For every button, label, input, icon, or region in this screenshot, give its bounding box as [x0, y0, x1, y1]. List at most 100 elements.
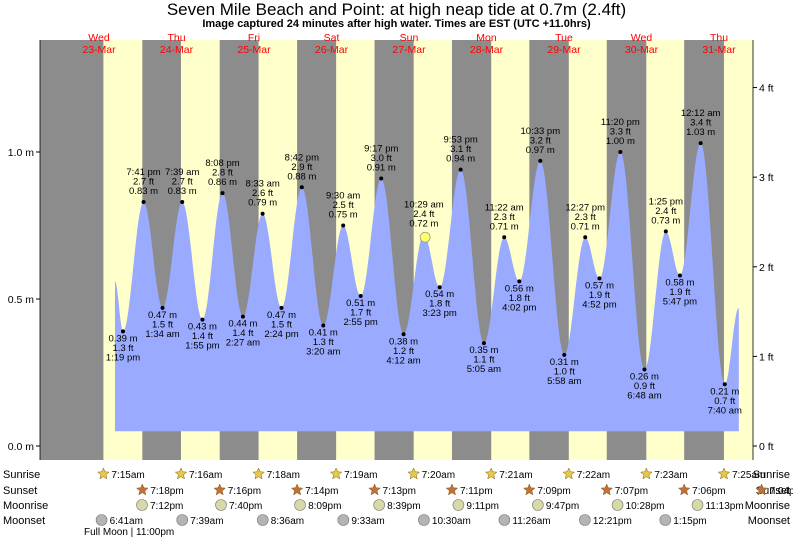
tide-point: 10:33 pm3.2 ft0.97 m: [521, 126, 561, 163]
sunset-row-label-left: Sunset: [3, 485, 37, 497]
tide-point: 0.51 m1.7 ft2:55 pm: [344, 294, 378, 328]
tide-point-dot: [597, 276, 602, 281]
tide-height-ft-label: 1.5 ft: [152, 319, 173, 330]
tide-height-m-label: 0.71 m: [490, 221, 519, 232]
sunrise-item: 7:22am: [562, 467, 610, 481]
tide-height-ft-label: 1.9 ft: [589, 290, 610, 301]
moonset-item: 10:30am: [418, 514, 471, 527]
tide-point: 7:39 am2.7 ft0.83 m: [165, 167, 199, 204]
moonrise-time-label: 7:40pm: [229, 501, 262, 512]
moonset-item: 11:26am: [498, 514, 551, 527]
tide-point-dot: [437, 285, 442, 290]
tide-point: 12:12 am3.4 ft1.03 m: [681, 108, 721, 146]
moonrise-icon: [691, 499, 704, 511]
tide-point-dot: [220, 191, 225, 196]
moon-phase-label: Full Moon | 11:00pm: [84, 527, 174, 538]
moonrise-item: 10:28pm: [611, 499, 664, 512]
tide-point: 9:17 pm3.0 ft0.91 m: [364, 143, 398, 181]
tide-time-label: 10:29 am: [404, 199, 444, 210]
tide-point-dot: [481, 341, 486, 346]
tide-time-label: 10:33 pm: [521, 126, 561, 137]
tide-height-m-label: 0.83 m: [129, 186, 158, 197]
tide-point: 0.39 m1.3 ft1:19 pm: [106, 329, 140, 363]
tide-height-m-label: 0.51 m: [346, 298, 375, 309]
tide-height-m-label: 0.94 m: [446, 154, 475, 165]
tide-height-m-label: 0.73 m: [651, 215, 680, 226]
sunrise-item: 7:15am: [97, 467, 145, 481]
tide-time-label: 1:55 pm: [185, 341, 219, 352]
sunrise-item: 7:20am: [407, 467, 455, 481]
y-right-tick-label: 3 ft: [759, 172, 774, 184]
sunrise-time-label: 7:20am: [422, 470, 455, 481]
y-left-tick-label: 1.0 m: [8, 147, 35, 159]
tide-height-m-label: 0.43 m: [188, 322, 217, 333]
moonrise-item: 7:40pm: [215, 499, 262, 512]
tide-height-ft-label: 1.1 ft: [473, 355, 494, 366]
tide-height-m-label: 0.97 m: [526, 145, 555, 156]
moonrise-time-label: 9:47pm: [546, 501, 579, 512]
chart-title: Seven Mile Beach and Point: at high neap…: [166, 0, 627, 19]
sunset-icon: [522, 483, 536, 496]
tide-point: 0.47 m1.5 ft1:34 am: [145, 305, 180, 340]
date-label: 23-Mar: [82, 44, 116, 56]
tide-height-m-label: 1.00 m: [606, 136, 635, 147]
tide-point-dot: [358, 294, 363, 299]
tide-point-dot: [722, 382, 727, 387]
tide-point: 0.38 m1.2 ft4:12 am: [386, 332, 421, 366]
moonset-time-label: 11:26am: [512, 516, 550, 527]
tide-height-ft-label: 1.9 ft: [669, 287, 690, 298]
sunset-item: 7:11pm: [445, 483, 493, 497]
tide-height-ft-label: 1.2 ft: [393, 346, 414, 357]
moonset-row-label-right: Moonset: [748, 515, 790, 527]
chart-subtitle: Image captured 24 minutes after high wat…: [202, 18, 591, 30]
tide-point-dot: [642, 367, 647, 372]
sunset-time-label: 7:09pm: [537, 486, 570, 497]
tide-time-label: 7:40 am: [708, 405, 742, 416]
tide-point: 1:25 pm2.4 ft0.73 m: [649, 196, 683, 234]
tide-time-label: 7:39 am: [165, 167, 199, 178]
tide-point: 11:20 pm3.3 ft1.00 m: [601, 117, 640, 154]
moonrise-item: 9:11pm: [452, 499, 499, 512]
tide-height-ft-label: 2.3 ft: [575, 212, 596, 223]
tide-height-ft-label: 0.9 ft: [634, 381, 655, 392]
sunset-time-label: 7:04pm: [770, 486, 793, 497]
sunset-item: 7:18pm: [135, 483, 184, 497]
sunset-item: 7:06pm: [677, 483, 726, 497]
tide-height-m-label: 0.86 m: [208, 177, 237, 188]
moonset-time-label: 7:39am: [190, 516, 223, 527]
sunset-item: 7:07pm: [600, 483, 648, 497]
tide-height-m-label: 0.72 m: [409, 218, 438, 229]
tide-time-label: 1:25 pm: [649, 196, 683, 207]
moonrise-icon: [373, 499, 385, 511]
moonset-item: 8:36am: [256, 514, 304, 527]
sunrise-icon: [407, 467, 421, 480]
tide-height-m-label: 0.21 m: [710, 386, 739, 397]
sunrise-row-label-left: Sunrise: [3, 469, 40, 481]
tide-time-label: 5:05 am: [467, 364, 501, 375]
moonset-item: 1:15pm: [659, 514, 707, 527]
tide-time-label: 2:24 pm: [264, 329, 298, 340]
tide-height-m-label: 0.54 m: [425, 289, 454, 300]
moonrise-item: 11:13pm: [691, 499, 744, 512]
tide-time-label: 11:22 am: [485, 202, 524, 213]
date-label: 26-Mar: [315, 44, 349, 56]
tide-point-dot: [618, 150, 623, 154]
tide-point: 0.43 m1.4 ft1:55 pm: [185, 317, 220, 352]
tide-height-m-label: 0.44 m: [228, 319, 257, 330]
sunset-time-label: 7:18pm: [150, 486, 183, 497]
tide-height-ft-label: 1.3 ft: [112, 343, 133, 354]
tide-height-m-label: 0.31 m: [550, 357, 579, 368]
sunrise-icon: [562, 467, 576, 480]
tide-point: 7:41 pm2.7 ft0.83 m: [126, 167, 161, 204]
tide-time-label: 1:34 am: [145, 329, 179, 340]
tide-time-label: 1:19 pm: [106, 352, 140, 363]
sunrise-time-label: 7:23am: [654, 470, 687, 481]
tide-point-dot: [160, 305, 165, 310]
tide-point: 0.54 m1.8 ft3:23 pm: [423, 285, 457, 319]
tide-point: 8:33 am2.6 ft0.79 m: [245, 179, 280, 216]
tide-height-m-label: 0.79 m: [248, 198, 277, 209]
current-tide-marker: [419, 231, 431, 243]
moonrise-item: 7:12pm: [136, 499, 183, 512]
date-label: 29-Mar: [547, 44, 581, 56]
tide-height-ft-label: 1.0 ft: [554, 366, 575, 377]
